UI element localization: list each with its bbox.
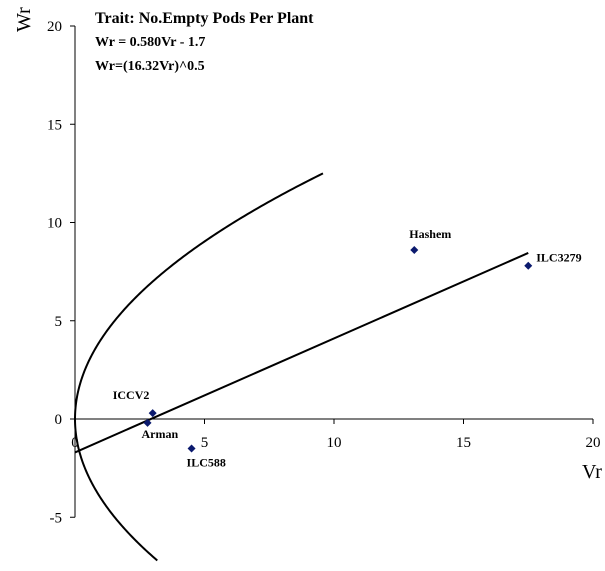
tick-labels: -5 0 5 10 15 20 0 5 10 15 20 <box>47 19 601 526</box>
data-label: ICCV2 <box>113 388 150 402</box>
x-tick-label: 0 <box>71 435 79 451</box>
x-tick-label: 15 <box>456 435 471 451</box>
y-tick-label: -5 <box>50 510 63 526</box>
y-tick-label: 20 <box>47 19 62 35</box>
data-label: ILC588 <box>187 455 226 469</box>
regression-equation: Wr = 0.580Vr - 1.7 <box>95 35 205 50</box>
y-tick-label: 0 <box>55 412 63 428</box>
data-point <box>148 409 157 418</box>
y-tick-label: 5 <box>55 314 63 330</box>
regression-line <box>74 252 529 454</box>
data-label: ILC3279 <box>536 251 581 265</box>
y-tick-label: 10 <box>47 216 62 232</box>
limiting-parabola <box>73 172 324 562</box>
y-axis-label: Wr <box>13 7 35 32</box>
x-tick-label: 10 <box>327 435 342 451</box>
y-tick-label: 15 <box>47 117 62 133</box>
data-point <box>410 246 419 255</box>
parabola-equation: Wr=(16.32Vr)^0.5 <box>95 59 205 74</box>
data-point <box>143 418 152 427</box>
chart-title: Trait: No.Empty Pods Per Plant <box>95 10 314 27</box>
data-label: Hashem <box>409 227 451 241</box>
data-label: Arman <box>142 427 179 441</box>
data-point <box>524 261 533 270</box>
x-axis-label: Vr <box>582 461 602 483</box>
data-point <box>187 444 196 453</box>
x-tick-label: 5 <box>201 435 209 451</box>
plot-area <box>73 26 593 562</box>
x-tick-label: 20 <box>586 435 601 451</box>
data-points: Hashem ILC3279 ICCV2 Arman ILC588 <box>113 227 582 469</box>
